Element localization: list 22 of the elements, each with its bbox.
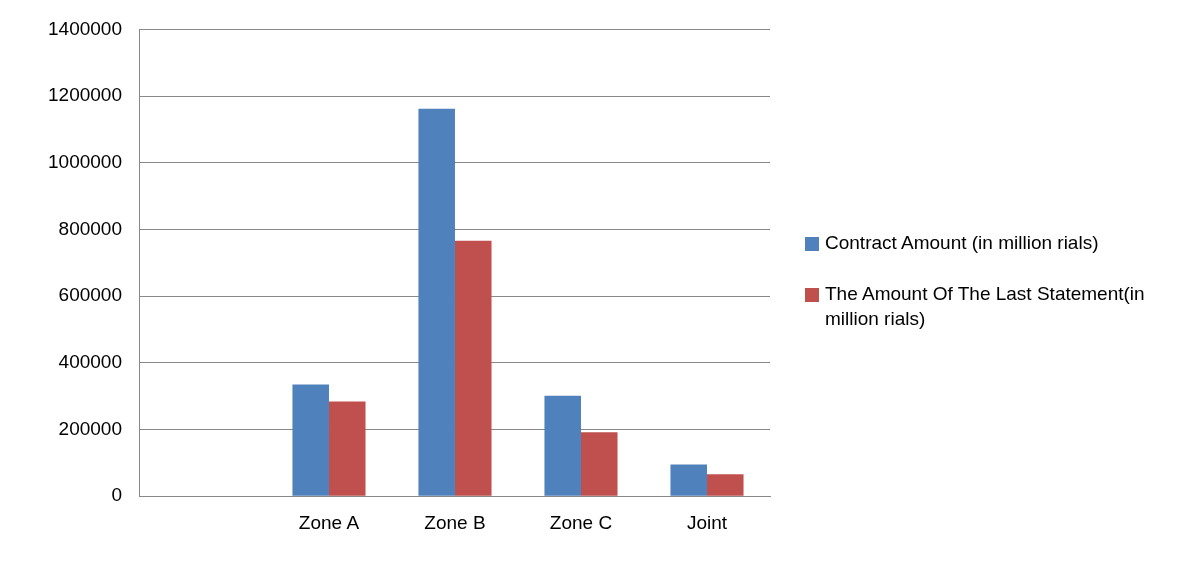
y-tick-label: 1000000 [48, 151, 122, 173]
bar [670, 464, 707, 496]
bar [454, 240, 492, 496]
bar [418, 108, 455, 496]
y-tick-label: 0 [111, 484, 122, 506]
y-tick-label: 400000 [58, 351, 122, 373]
legend-label: The Amount Of The Last Statement(in million rials) [825, 282, 1146, 331]
y-tick-label: 200000 [58, 417, 122, 439]
y-tick-label: 800000 [58, 217, 122, 239]
legend-label: Contract Amount (in million rials) [825, 231, 1099, 256]
x-tick-label: Zone A [298, 511, 360, 533]
bar [707, 474, 744, 496]
y-tick-label: 1400000 [48, 17, 122, 39]
bar [544, 395, 581, 496]
x-tick-label: Joint [686, 511, 728, 533]
y-tick-label: 1200000 [48, 84, 122, 106]
bar [328, 401, 366, 496]
x-tick-label: Zone B [424, 511, 486, 533]
bar [580, 432, 618, 496]
y-tick-label: 600000 [58, 284, 122, 306]
bar [292, 384, 329, 496]
x-tick-label: Zone C [549, 511, 613, 533]
